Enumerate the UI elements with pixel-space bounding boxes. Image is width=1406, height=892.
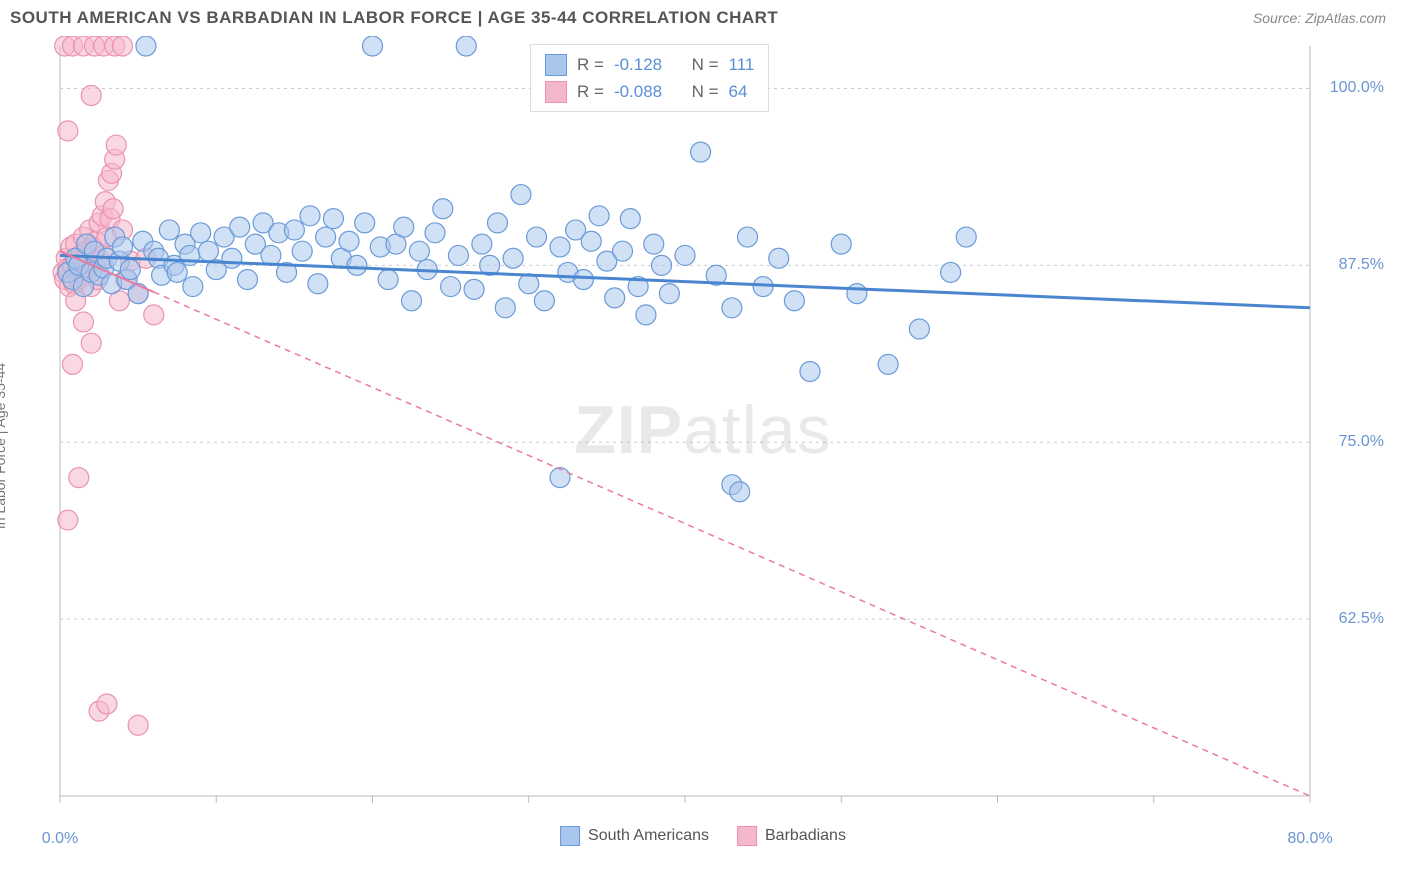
x-tick-label: 80.0% xyxy=(1287,830,1332,848)
scatter-chart xyxy=(10,36,1396,856)
correlation-legend: R = -0.128 N = 111 R = -0.088 N = 64 xyxy=(530,44,769,112)
legend-swatch-pink xyxy=(545,81,567,103)
legend-item: South Americans xyxy=(560,826,709,846)
source-label: Source: ZipAtlas.com xyxy=(1253,10,1386,26)
y-tick-label: 62.5% xyxy=(1339,610,1384,628)
series-legend: South Americans Barbadians xyxy=(560,826,846,846)
legend-row: R = -0.088 N = 64 xyxy=(545,78,754,105)
y-tick-label: 87.5% xyxy=(1339,256,1384,274)
chart-title: SOUTH AMERICAN VS BARBADIAN IN LABOR FOR… xyxy=(10,8,778,28)
legend-swatch-blue xyxy=(560,826,580,846)
legend-swatch-blue xyxy=(545,54,567,76)
x-tick-label: 0.0% xyxy=(42,830,78,848)
y-tick-label: 75.0% xyxy=(1339,433,1384,451)
y-axis-label: In Labor Force | Age 35-44 xyxy=(0,363,8,529)
y-tick-label: 100.0% xyxy=(1330,79,1384,97)
legend-item: Barbadians xyxy=(737,826,846,846)
legend-row: R = -0.128 N = 111 xyxy=(545,51,754,78)
header: SOUTH AMERICAN VS BARBADIAN IN LABOR FOR… xyxy=(0,0,1406,36)
chart-area: In Labor Force | Age 35-44 ZIPatlas R = … xyxy=(10,36,1396,856)
legend-swatch-pink xyxy=(737,826,757,846)
